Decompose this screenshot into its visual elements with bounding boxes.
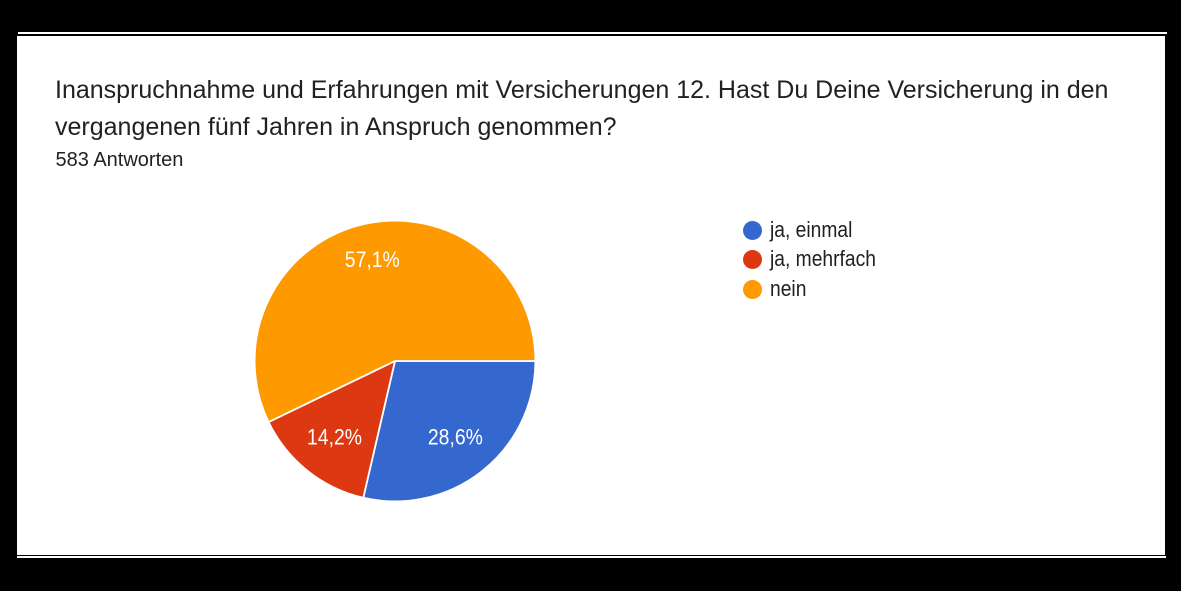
svg-text:28,6%: 28,6% — [428, 424, 483, 449]
svg-text:14,2%: 14,2% — [307, 424, 362, 449]
svg-text:57,1%: 57,1% — [345, 246, 400, 271]
